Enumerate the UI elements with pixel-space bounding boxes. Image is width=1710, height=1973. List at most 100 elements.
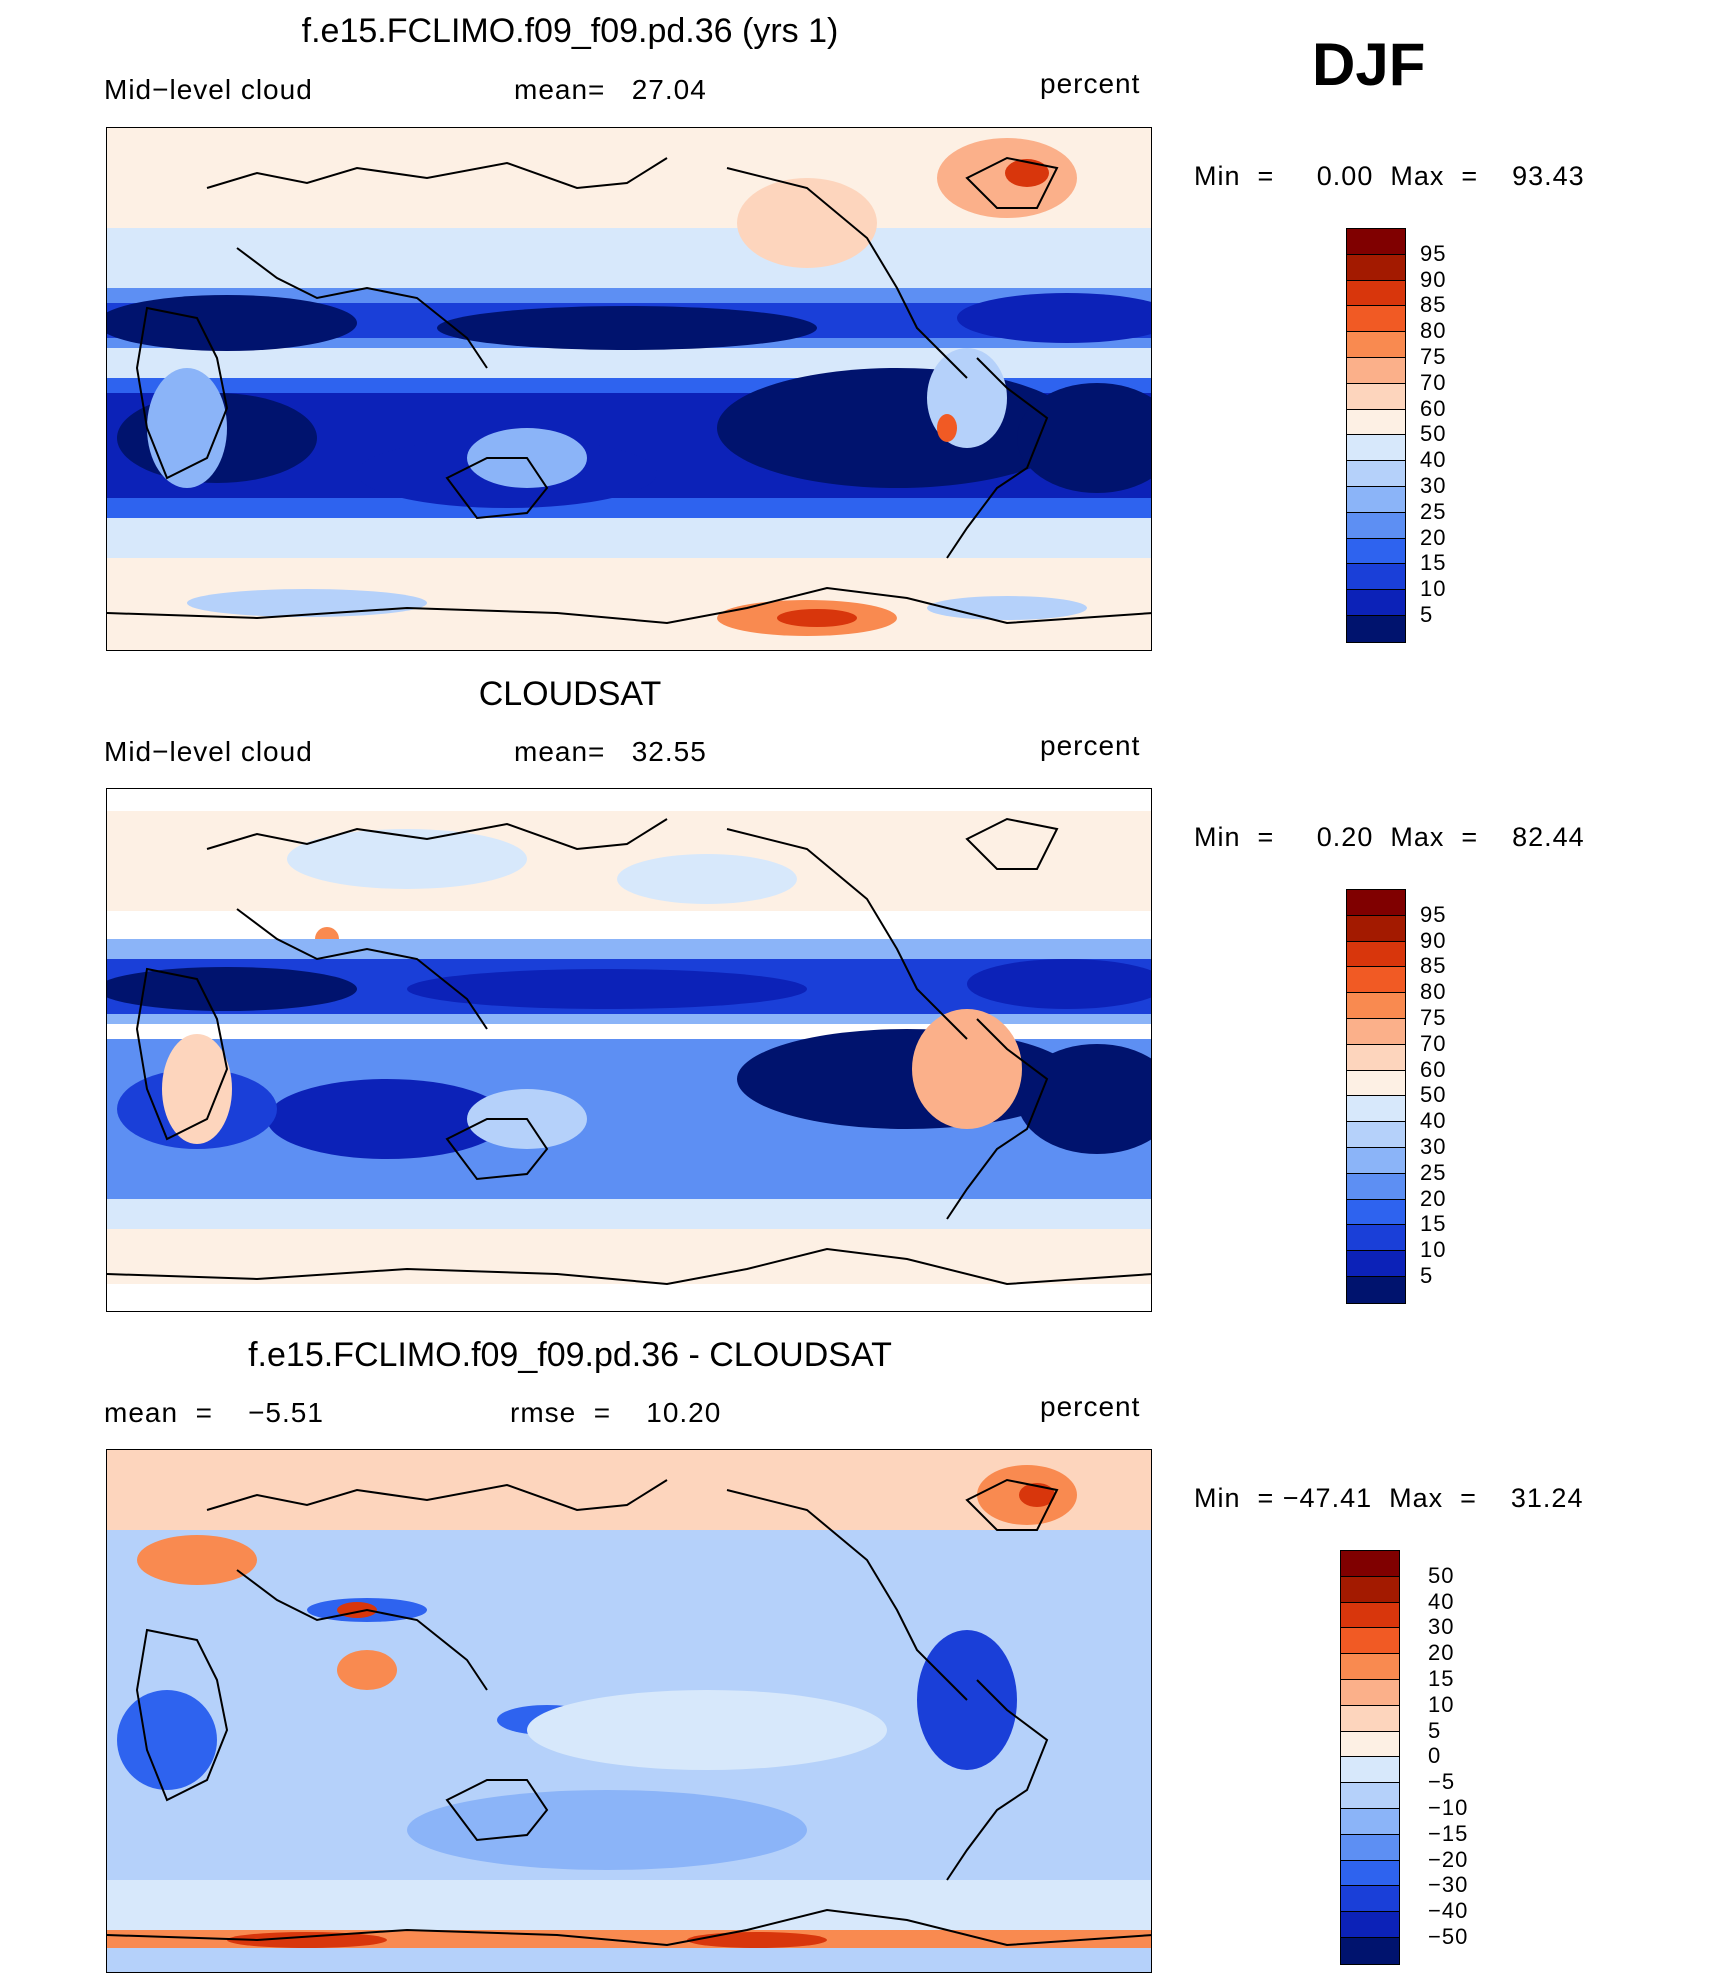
colorbar-swatch bbox=[1347, 357, 1405, 384]
panel-3-colorbar bbox=[1340, 1550, 1400, 1965]
colorbar-tick-label: 40 bbox=[1428, 1588, 1455, 1614]
panel-3-minmax: Min = −47.41 Max = 31.24 bbox=[1194, 1483, 1584, 1513]
colorbar-swatch bbox=[1341, 1551, 1399, 1577]
colorbar-tick-label: 80 bbox=[1420, 318, 1447, 344]
colorbar-swatch bbox=[1347, 332, 1405, 358]
colorbar-swatch bbox=[1341, 1834, 1399, 1861]
panel-1-title: f.e15.FCLIMO.f09_f09.pd.36 (yrs 1) bbox=[301, 12, 839, 50]
colorbar-swatch bbox=[1341, 1808, 1399, 1835]
colorbar-tick-label: 15 bbox=[1420, 1211, 1447, 1237]
colorbar-tick-label: −15 bbox=[1428, 1820, 1469, 1846]
colorbar-swatch bbox=[1347, 1147, 1405, 1174]
panel-2-map-field bbox=[107, 789, 1151, 1311]
colorbar-tick-label: −40 bbox=[1428, 1898, 1469, 1924]
colorbar-tick-label: 40 bbox=[1420, 447, 1447, 473]
colorbar-swatch bbox=[1341, 1860, 1399, 1887]
panel-2-units-label: percent bbox=[1040, 730, 1141, 761]
colorbar-tick-label: −50 bbox=[1428, 1924, 1469, 1949]
colorbar-swatch bbox=[1341, 1912, 1399, 1938]
colorbar-tick-label: 90 bbox=[1420, 927, 1447, 953]
colorbar-swatch bbox=[1347, 1018, 1405, 1045]
colorbar-tick-label: 60 bbox=[1420, 395, 1447, 421]
panel-3-units-label: percent bbox=[1040, 1391, 1141, 1422]
colorbar-swatch bbox=[1341, 1679, 1399, 1706]
colorbar-tick-label: 30 bbox=[1420, 1134, 1447, 1159]
colorbar-swatch bbox=[1341, 1731, 1399, 1758]
colorbar-tick-label: 5 bbox=[1420, 1263, 1434, 1288]
colorbar-tick-label: −30 bbox=[1428, 1872, 1469, 1898]
colorbar-tick-label: 40 bbox=[1420, 1108, 1447, 1134]
colorbar-tick-label: −20 bbox=[1428, 1846, 1469, 1872]
colorbar-swatch bbox=[1341, 1757, 1399, 1784]
colorbar-swatch bbox=[1347, 615, 1405, 642]
colorbar-tick-label: −5 bbox=[1428, 1769, 1456, 1795]
colorbar-tick-label: 95 bbox=[1420, 240, 1447, 266]
colorbar-swatch bbox=[1347, 435, 1405, 462]
colorbar-swatch bbox=[1347, 229, 1405, 255]
colorbar-swatch bbox=[1341, 1705, 1399, 1732]
colorbar-tick-label: 15 bbox=[1420, 550, 1447, 576]
panel-2-minmax: Min = 0.20 Max = 82.44 bbox=[1194, 822, 1585, 852]
colorbar-tick-label: 50 bbox=[1420, 1082, 1447, 1108]
colorbar-tick-label: 30 bbox=[1428, 1614, 1455, 1640]
colorbar-tick-label: 25 bbox=[1420, 498, 1447, 524]
colorbar-swatch bbox=[1347, 538, 1405, 565]
panel-1-mean-label: mean= 27.04 bbox=[514, 74, 707, 105]
colorbar-swatch bbox=[1347, 1122, 1405, 1148]
panel-1-minmax: Min = 0.00 Max = 93.43 bbox=[1194, 161, 1585, 191]
colorbar-swatch bbox=[1347, 967, 1405, 994]
colorbar-tick-label: 75 bbox=[1420, 344, 1447, 369]
colorbar-tick-label: 0 bbox=[1428, 1743, 1442, 1769]
colorbar-swatch bbox=[1347, 254, 1405, 281]
panel-3-title: f.e15.FCLIMO.f09_f09.pd.36 - CLOUDSAT bbox=[248, 1336, 892, 1374]
colorbar-tick-label: 5 bbox=[1428, 1717, 1442, 1743]
colorbar-swatch bbox=[1347, 306, 1405, 333]
colorbar-swatch bbox=[1347, 1251, 1405, 1277]
season-label: DJF bbox=[1312, 31, 1426, 98]
colorbar-tick-label: 50 bbox=[1420, 421, 1447, 447]
panel-2-title: CLOUDSAT bbox=[478, 675, 662, 713]
colorbar-swatch bbox=[1347, 915, 1405, 942]
colorbar-swatch bbox=[1347, 890, 1405, 916]
colorbar-tick-label: 90 bbox=[1420, 266, 1447, 292]
colorbar-swatch bbox=[1347, 409, 1405, 436]
colorbar-swatch bbox=[1347, 486, 1405, 513]
colorbar-tick-label: 10 bbox=[1428, 1691, 1455, 1717]
colorbar-tick-label: 5 bbox=[1420, 602, 1434, 627]
colorbar-tick-label: 95 bbox=[1420, 901, 1447, 927]
colorbar-swatch bbox=[1341, 1937, 1399, 1964]
colorbar-tick-label: 50 bbox=[1428, 1562, 1455, 1588]
colorbar-swatch bbox=[1341, 1628, 1399, 1655]
panel-2-mean-label: mean= 32.55 bbox=[514, 736, 707, 767]
colorbar-tick-label: 25 bbox=[1420, 1159, 1447, 1185]
colorbar-swatch bbox=[1347, 280, 1405, 307]
colorbar-tick-label: 80 bbox=[1420, 979, 1447, 1005]
colorbar-swatch bbox=[1347, 1044, 1405, 1071]
colorbar-swatch bbox=[1347, 1096, 1405, 1123]
colorbar-swatch bbox=[1347, 590, 1405, 616]
colorbar-swatch bbox=[1347, 1225, 1405, 1252]
colorbar-swatch bbox=[1341, 1654, 1399, 1680]
colorbar-tick-label: 85 bbox=[1420, 953, 1447, 979]
colorbar-tick-label: 85 bbox=[1420, 292, 1447, 318]
colorbar-tick-label: 70 bbox=[1420, 1030, 1447, 1056]
panel-1-map bbox=[106, 127, 1152, 651]
panel-3-map bbox=[106, 1449, 1152, 1973]
panel-1-variable-label: Mid−level cloud bbox=[104, 74, 313, 105]
panel-1-map-field bbox=[107, 128, 1151, 650]
panel-2-map bbox=[106, 788, 1152, 1312]
panel-2-colorbar bbox=[1346, 889, 1406, 1304]
colorbar-tick-label: 30 bbox=[1420, 473, 1447, 498]
colorbar-tick-label: 75 bbox=[1420, 1005, 1447, 1030]
panel-1-colorbar bbox=[1346, 228, 1406, 643]
colorbar-tick-label: 20 bbox=[1420, 1185, 1447, 1211]
colorbar-swatch bbox=[1347, 941, 1405, 968]
colorbar-tick-label: 20 bbox=[1428, 1640, 1455, 1666]
colorbar-swatch bbox=[1341, 1602, 1399, 1629]
colorbar-swatch bbox=[1347, 993, 1405, 1019]
colorbar-swatch bbox=[1347, 564, 1405, 591]
colorbar-swatch bbox=[1347, 383, 1405, 410]
colorbar-tick-label: −10 bbox=[1428, 1795, 1469, 1820]
colorbar-swatch bbox=[1347, 1199, 1405, 1226]
colorbar-tick-label: 15 bbox=[1428, 1666, 1455, 1691]
